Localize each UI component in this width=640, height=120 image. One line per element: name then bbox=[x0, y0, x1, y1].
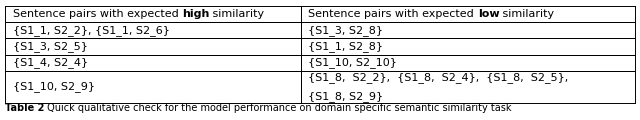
Text: {S1_8,  S2_2},  {S1_8,  S2_4},  {S1_8,  S2_5},: {S1_8, S2_2}, {S1_8, S2_4}, {S1_8, S2_5}… bbox=[308, 72, 569, 83]
Text: {S1_10, S2_9}: {S1_10, S2_9} bbox=[13, 82, 95, 92]
Text: {S1_3, S2_8}: {S1_3, S2_8} bbox=[308, 25, 383, 36]
Text: {S1_1, S2_8}: {S1_1, S2_8} bbox=[308, 41, 383, 52]
Text: Sentence pairs with expected: Sentence pairs with expected bbox=[13, 9, 182, 19]
Text: similarity: similarity bbox=[209, 9, 264, 19]
Text: similarity: similarity bbox=[499, 9, 554, 19]
Text: Quick qualitative check for the model performance on domain specific semantic si: Quick qualitative check for the model pe… bbox=[45, 103, 512, 113]
Text: {S1_10, S2_10}: {S1_10, S2_10} bbox=[308, 57, 397, 68]
Text: high: high bbox=[182, 9, 209, 19]
Text: {S1_4, S2_4}: {S1_4, S2_4} bbox=[13, 57, 88, 68]
Text: low: low bbox=[477, 9, 499, 19]
Text: Sentence pairs with expected: Sentence pairs with expected bbox=[308, 9, 477, 19]
Text: {S1_8, S2_9}: {S1_8, S2_9} bbox=[308, 91, 383, 102]
Text: Table 2: Table 2 bbox=[5, 103, 45, 113]
Text: {S1_1, S2_2}, {S1_1, S2_6}: {S1_1, S2_2}, {S1_1, S2_6} bbox=[13, 25, 170, 36]
Text: {S1_3, S2_5}: {S1_3, S2_5} bbox=[13, 41, 88, 52]
